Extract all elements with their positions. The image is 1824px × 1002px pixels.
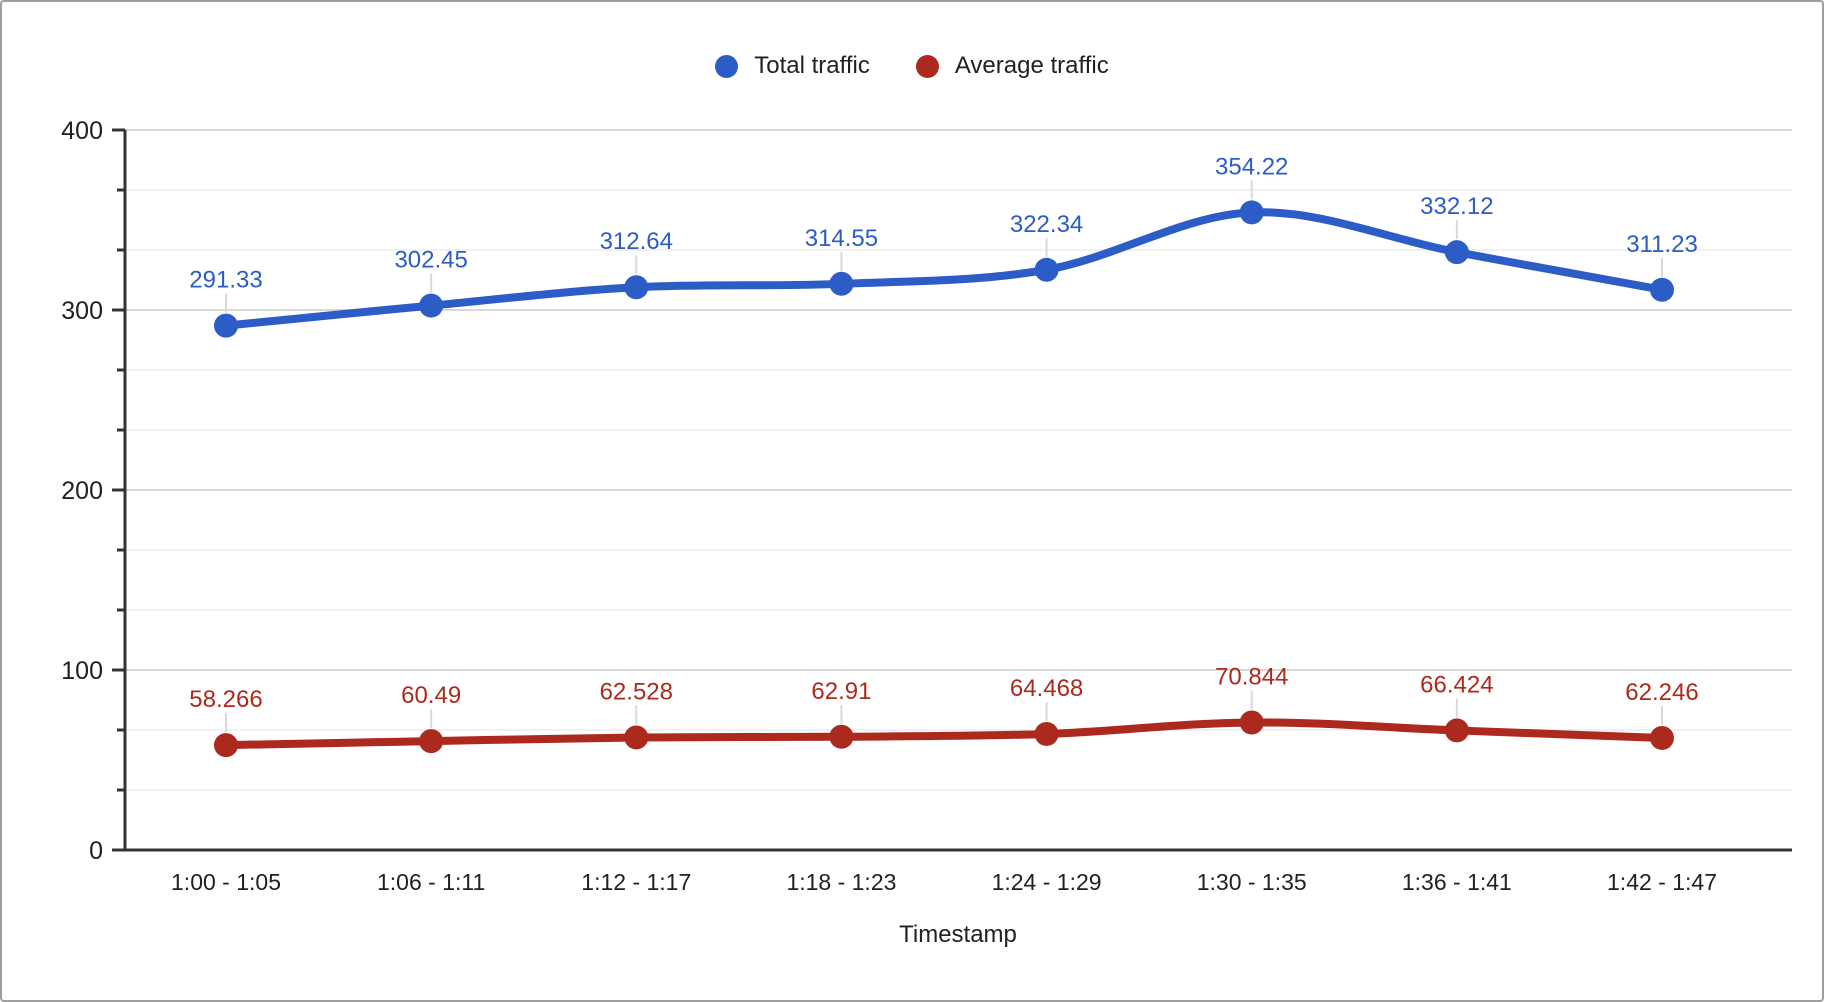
data-point-average-traffic[interactable] [1239,710,1264,735]
x-axis-tick-label: 1:24 - 1:29 [992,869,1102,895]
y-axis-tick-label: 100 [61,657,103,685]
data-point-labels: 291.33 302.45 312.64 314.55 322.34 354.22 332.… [189,153,1698,713]
y-axis-tick-labels: 0 100 200 300 400 [61,117,103,865]
x-axis-tick-label: 1:36 - 1:41 [1402,869,1512,895]
data-point-label-average-traffic: 62.91 [811,678,871,705]
data-point-label-average-traffic: 64.468 [1010,675,1083,702]
y-axis-tick-label: 300 [61,297,103,325]
x-axis-tick-label: 1:00 - 1:05 [171,869,281,895]
data-point-total-traffic[interactable] [1034,257,1059,282]
major-gridlines [125,129,1792,671]
data-point-total-traffic[interactable] [214,313,238,338]
data-point-label-total-traffic: 322.34 [1010,211,1083,238]
data-point-total-traffic[interactable] [1650,277,1674,302]
data-point-label-total-traffic: 291.33 [189,267,262,294]
data-point-label-average-traffic: 60.49 [401,682,461,709]
legend-item-average-traffic[interactable]: Average traffic [915,52,1109,80]
data-point-total-traffic[interactable] [1239,200,1264,225]
data-point-label-total-traffic: 332.12 [1420,193,1493,220]
data-point-label-total-traffic: 311.23 [1626,231,1698,258]
x-axis-tick-label: 1:30 - 1:35 [1197,869,1307,895]
series-points [214,200,1674,758]
data-point-average-traffic[interactable] [214,733,238,758]
data-point-total-traffic[interactable] [624,275,649,300]
legend-label-average-traffic: Average traffic [954,52,1109,79]
series-line-average-traffic [222,718,1666,750]
legend-swatch-total-traffic-icon [715,54,739,78]
chart-legend: Total traffic Average traffic [2,52,1822,80]
x-axis-tick-label: 1:18 - 1:23 [786,869,896,895]
data-point-label-total-traffic: 312.64 [600,228,673,255]
data-point-total-traffic[interactable] [829,271,854,296]
data-point-average-traffic[interactable] [1444,718,1469,743]
data-point-label-average-traffic: 70.844 [1215,663,1288,690]
x-axis-tick-label: 1:06 - 1:11 [377,869,485,895]
minor-gridlines [125,189,1792,791]
legend-item-total-traffic[interactable]: Total traffic [715,52,870,80]
x-axis-tick-labels: 1:00 - 1:05 1:06 - 1:11 1:12 - 1:17 1:18 - … [171,869,1717,895]
data-point-label-average-traffic: 66.424 [1420,671,1493,698]
y-axis-tick-label: 200 [61,477,103,505]
data-point-average-traffic[interactable] [1650,725,1674,750]
x-axis-tick-label: 1:42 - 1:47 [1607,869,1717,895]
data-point-label-average-traffic: 58.266 [189,686,262,713]
data-point-average-traffic[interactable] [624,725,649,750]
data-label-leader-lines [225,180,1663,733]
data-point-label-total-traffic: 314.55 [805,225,878,252]
y-axis-ticks [112,128,125,852]
legend-swatch-average-traffic-icon [915,54,939,78]
data-point-label-total-traffic: 302.45 [394,247,467,274]
data-point-total-traffic[interactable] [419,293,444,318]
y-axis-tick-label: 0 [89,837,103,865]
data-point-average-traffic[interactable] [1034,721,1059,746]
data-point-label-average-traffic: 62.246 [1625,679,1698,706]
series-line-total-traffic [222,208,1666,330]
y-axis-tick-label: 400 [61,117,103,145]
legend-label-total-traffic: Total traffic [754,52,870,79]
data-point-average-traffic[interactable] [829,724,854,749]
data-point-average-traffic[interactable] [419,729,444,754]
x-axis-tick-label: 1:12 - 1:17 [581,869,691,895]
data-point-total-traffic[interactable] [1444,240,1469,265]
data-point-label-average-traffic: 62.528 [600,678,673,705]
data-point-label-total-traffic: 354.22 [1215,153,1288,180]
x-axis-title: Timestamp [899,921,1017,948]
series-lines [222,208,1666,750]
